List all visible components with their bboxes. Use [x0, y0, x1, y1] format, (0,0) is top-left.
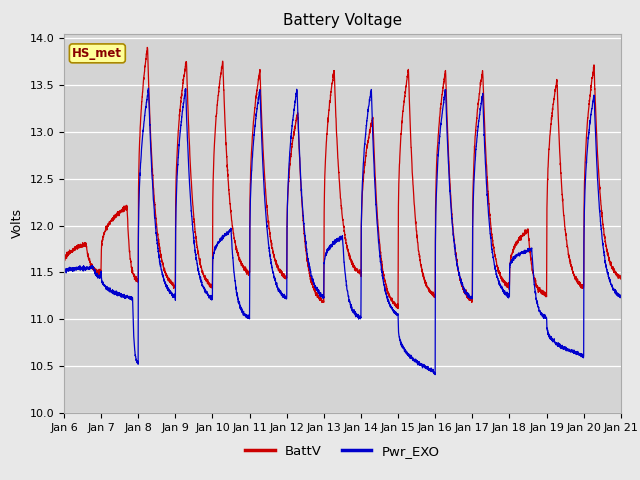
Pwr_EXO [617, 293, 625, 299]
BattV [617, 275, 625, 281]
Pwr_EXO [499, 288, 507, 293]
Title: Battery Voltage: Battery Voltage [283, 13, 402, 28]
BattV [143, 45, 151, 50]
Line: BattV: BattV [64, 48, 621, 309]
BattV [436, 106, 444, 112]
Pwr_EXO [60, 269, 68, 275]
Pwr_EXO [468, 295, 476, 300]
BattV [322, 151, 330, 156]
Line: Pwr_EXO: Pwr_EXO [64, 88, 621, 375]
BattV [468, 296, 476, 302]
Pwr_EXO [161, 277, 168, 283]
Pwr_EXO [616, 295, 624, 300]
Legend: BattV, Pwr_EXO: BattV, Pwr_EXO [240, 440, 445, 463]
BattV [161, 266, 168, 272]
BattV [394, 306, 402, 312]
Pwr_EXO [431, 372, 439, 378]
Pwr_EXO [145, 85, 152, 91]
Y-axis label: Volts: Volts [11, 208, 24, 238]
BattV [60, 263, 68, 269]
BattV [499, 277, 507, 283]
Pwr_EXO [436, 124, 444, 130]
Text: HS_met: HS_met [72, 47, 122, 60]
Pwr_EXO [322, 252, 330, 258]
BattV [616, 275, 624, 281]
